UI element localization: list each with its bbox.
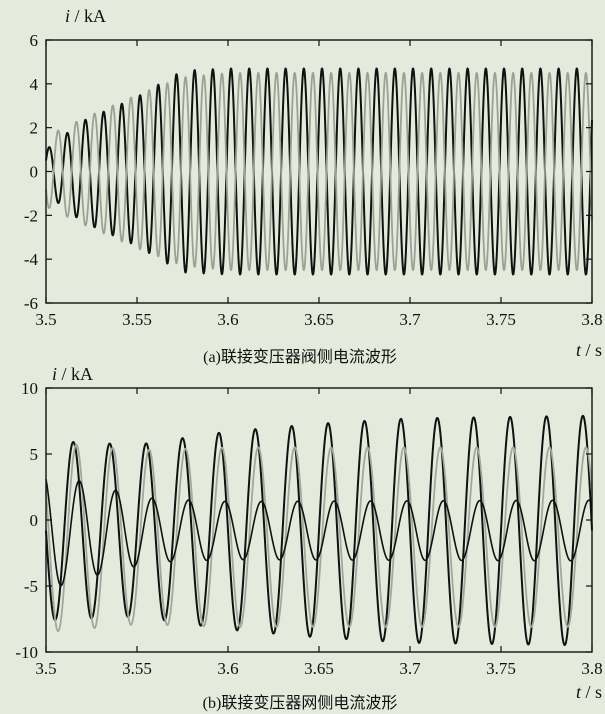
panel-a-ylabel-unit: / kA: [70, 6, 106, 26]
panel-a-xtick-label: 3.55: [122, 310, 152, 329]
panel-b-ylabel: i / kA: [52, 364, 93, 384]
panel-b-ytick-label: 5: [30, 445, 39, 464]
panel-b-series-1-line: [45, 414, 593, 646]
panel-b-xlabel-unit: / s: [581, 682, 602, 702]
panel-b-xtick-label: 3.6: [217, 659, 238, 678]
panel-b-xtick-label: 3.5: [35, 659, 56, 678]
panel-b-xtick-label: 3.55: [122, 659, 152, 678]
panel-a-xtick-label: 3.5: [35, 310, 56, 329]
panel-b-series-2-line: [45, 443, 593, 633]
panel-a-xtick-label: 3.8: [581, 310, 602, 329]
panel-a-series-1-line: [45, 67, 593, 276]
panel-b-series-3-line: [45, 478, 593, 587]
panel-a-series-2-line: [45, 72, 593, 271]
panel-b-xlabel-var: t: [576, 682, 582, 702]
panel-b-xtick-label: 3.8: [581, 659, 602, 678]
panel-b-ytick-label: 10: [21, 379, 38, 398]
panel-b-xtick-label: 3.65: [304, 659, 334, 678]
panel-a-ylabel-var: i: [65, 6, 70, 26]
panel-a-xtick-label: 3.7: [399, 310, 421, 329]
panel-a-series-group: [45, 67, 593, 276]
panel-a-ytick-label: 2: [30, 119, 39, 138]
panel-a-ylabel: i / kA: [65, 6, 106, 26]
panel-a-ytick-label: -4: [24, 250, 39, 269]
panel-b: 3.5 3.55 3.6 3.65 3.7 3.75 3.8 -10 -5 0 5 10 i / kA…: [15, 364, 602, 712]
panel-b-ytick-label: -5: [24, 577, 38, 596]
panel-a-plot-frame: [45, 39, 593, 304]
panel-a-ytick-label: -6: [24, 294, 38, 313]
panel-a-xlabel-unit: / s: [581, 340, 602, 360]
panel-a-xlabel-var: t: [576, 340, 582, 360]
panel-b-xtick-label: 3.7: [399, 659, 421, 678]
panel-b-xtick-label: 3.75: [486, 659, 516, 678]
panel-b-xlabel: t / s: [576, 682, 602, 702]
panel-a: 3.5 3.55 3.6 3.65 3.7 3.75 3.8 -6 -4 -2 0 2 4 6 i / k…: [24, 6, 603, 366]
panel-a-ytick-label: -2: [24, 206, 38, 225]
panel-a-caption: (a)联接变压器阀侧电流波形: [203, 348, 397, 366]
panel-b-ylabel-unit: / kA: [57, 364, 93, 384]
panel-a-ytick-label: 4: [30, 75, 39, 94]
panel-a-ticks: 3.5 3.55 3.6 3.65 3.7 3.75 3.8 -6 -4 -2 0 2 4 6: [24, 31, 603, 329]
panel-b-ytick-label: -10: [15, 643, 38, 662]
panel-a-xtick-label: 3.65: [304, 310, 334, 329]
panel-a-ytick-label: 6: [30, 31, 39, 50]
panel-a-xtick-label: 3.75: [486, 310, 516, 329]
panel-b-ticks: 3.5 3.55 3.6 3.65 3.7 3.75 3.8 -10 -5 0 5 10: [15, 379, 602, 678]
panel-b-caption: (b)联接变压器网侧电流波形: [203, 694, 398, 712]
panel-b-series-group: [45, 414, 593, 646]
panel-a-xlabel: t / s: [576, 340, 602, 360]
panel-a-ytick-label: 0: [30, 163, 39, 182]
panel-a-xtick-label: 3.6: [217, 310, 238, 329]
panel-b-ytick-label: 0: [30, 511, 39, 530]
panel-b-ylabel-var: i: [52, 364, 57, 384]
